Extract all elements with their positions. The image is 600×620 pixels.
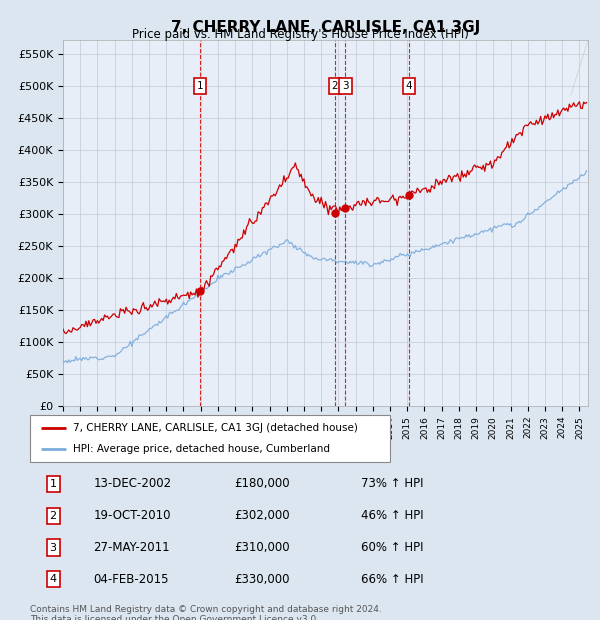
Text: 66% ↑ HPI: 66% ↑ HPI (361, 573, 424, 586)
Text: 73% ↑ HPI: 73% ↑ HPI (361, 477, 424, 490)
Title: 7, CHERRY LANE, CARLISLE, CA1 3GJ: 7, CHERRY LANE, CARLISLE, CA1 3GJ (171, 20, 480, 35)
Text: 27-MAY-2011: 27-MAY-2011 (94, 541, 170, 554)
FancyBboxPatch shape (30, 415, 390, 462)
Text: Contains HM Land Registry data © Crown copyright and database right 2024.
This d: Contains HM Land Registry data © Crown c… (30, 604, 382, 620)
Text: £302,000: £302,000 (234, 509, 290, 522)
Text: 60% ↑ HPI: 60% ↑ HPI (361, 541, 424, 554)
Text: 4: 4 (50, 574, 57, 584)
Text: 13-DEC-2002: 13-DEC-2002 (94, 477, 172, 490)
Text: Price paid vs. HM Land Registry's House Price Index (HPI): Price paid vs. HM Land Registry's House … (131, 28, 469, 41)
Text: HPI: Average price, detached house, Cumberland: HPI: Average price, detached house, Cumb… (73, 445, 330, 454)
Text: £310,000: £310,000 (234, 541, 290, 554)
Text: 04-FEB-2015: 04-FEB-2015 (94, 573, 169, 586)
Text: 4: 4 (406, 81, 412, 91)
Text: £180,000: £180,000 (234, 477, 290, 490)
Text: 46% ↑ HPI: 46% ↑ HPI (361, 509, 424, 522)
Text: £330,000: £330,000 (234, 573, 290, 586)
Text: 2: 2 (331, 81, 338, 91)
Text: 3: 3 (50, 542, 56, 552)
Text: 1: 1 (197, 81, 203, 91)
Text: 3: 3 (342, 81, 349, 91)
Text: 2: 2 (50, 511, 57, 521)
Text: 1: 1 (50, 479, 56, 489)
Text: 19-OCT-2010: 19-OCT-2010 (94, 509, 171, 522)
Text: 7, CHERRY LANE, CARLISLE, CA1 3GJ (detached house): 7, CHERRY LANE, CARLISLE, CA1 3GJ (detac… (73, 423, 358, 433)
